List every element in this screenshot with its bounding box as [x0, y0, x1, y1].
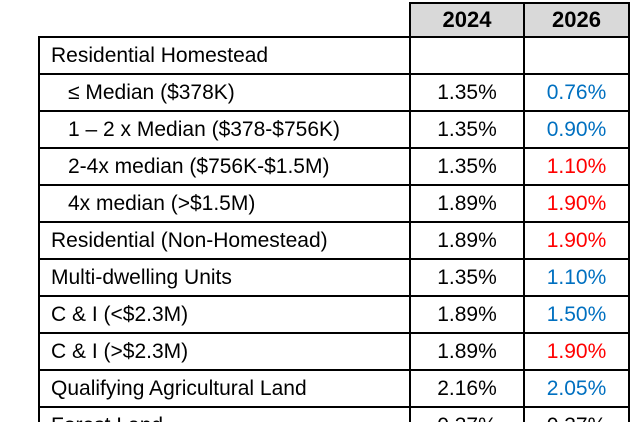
value-2026: 1.90% [523, 332, 630, 371]
row-label: C & I (>$2.3M) [38, 332, 411, 371]
value-2024: 1.89% [409, 221, 525, 260]
value-2024: 1.35% [409, 147, 525, 186]
row-label: Multi-dwelling Units [38, 258, 411, 297]
year-header-2026: 2026 [523, 2, 630, 38]
row-label: Residential (Non-Homestead) [38, 221, 411, 260]
value-2026: 0.37% [523, 406, 630, 422]
row-label: ≤ Median ($378K) [38, 73, 411, 112]
value-2026 [523, 36, 630, 75]
value-2026: 2.05% [523, 369, 630, 408]
value-2024: 1.89% [409, 295, 525, 334]
value-2026: 1.90% [523, 184, 630, 223]
value-2026: 0.76% [523, 73, 630, 112]
table-body: Residential Homestead ≤ Median ($378K) 1… [38, 36, 630, 422]
row-label: 1 – 2 x Median ($378-$756K) [38, 110, 411, 149]
header-row: 2024 2026 [39, 2, 630, 38]
value-2024: 0.37% [409, 406, 525, 422]
table-row: 1 – 2 x Median ($378-$756K) 1.35% 0.90% [38, 110, 630, 149]
year-header-2024: 2024 [409, 2, 525, 38]
value-2026: 1.50% [523, 295, 630, 334]
value-2026: 1.10% [523, 147, 630, 186]
row-label: C & I (<$2.3M) [38, 295, 411, 334]
row-label: Qualifying Agricultural Land [38, 369, 411, 408]
value-2024: 1.35% [409, 73, 525, 112]
row-label: 2-4x median ($756K-$1.5M) [38, 147, 411, 186]
blank-header-cell [39, 3, 410, 37]
table-header: 2024 2026 [39, 2, 630, 38]
row-label: Forest Land [38, 406, 411, 422]
table-row: Forest Land 0.37% 0.37% [38, 406, 630, 422]
table-row: 4x median (>$1.5M) 1.89% 1.90% [38, 184, 630, 223]
value-2024: 2.16% [409, 369, 525, 408]
table-row: Qualifying Agricultural Land 2.16% 2.05% [38, 369, 630, 408]
table-row: 2-4x median ($756K-$1.5M) 1.35% 1.10% [38, 147, 630, 186]
value-2024: 1.89% [409, 332, 525, 371]
value-2024 [409, 36, 525, 75]
table-row: C & I (<$2.3M) 1.89% 1.50% [38, 295, 630, 334]
table-row: ≤ Median ($378K) 1.35% 0.76% [38, 73, 630, 112]
table-row: C & I (>$2.3M) 1.89% 1.90% [38, 332, 630, 371]
value-2024: 1.89% [409, 184, 525, 223]
table-row: Residential Homestead [38, 36, 630, 75]
value-2024: 1.35% [409, 110, 525, 149]
row-label: 4x median (>$1.5M) [38, 184, 411, 223]
value-2026: 1.90% [523, 221, 630, 260]
property-tax-rate-table: 2024 2026 Residential Homestead ≤ Median… [38, 2, 630, 422]
value-2024: 1.35% [409, 258, 525, 297]
value-2026: 1.10% [523, 258, 630, 297]
value-2026: 0.90% [523, 110, 630, 149]
table-row: Multi-dwelling Units 1.35% 1.10% [38, 258, 630, 297]
table-row: Residential (Non-Homestead) 1.89% 1.90% [38, 221, 630, 260]
row-label: Residential Homestead [38, 36, 411, 75]
